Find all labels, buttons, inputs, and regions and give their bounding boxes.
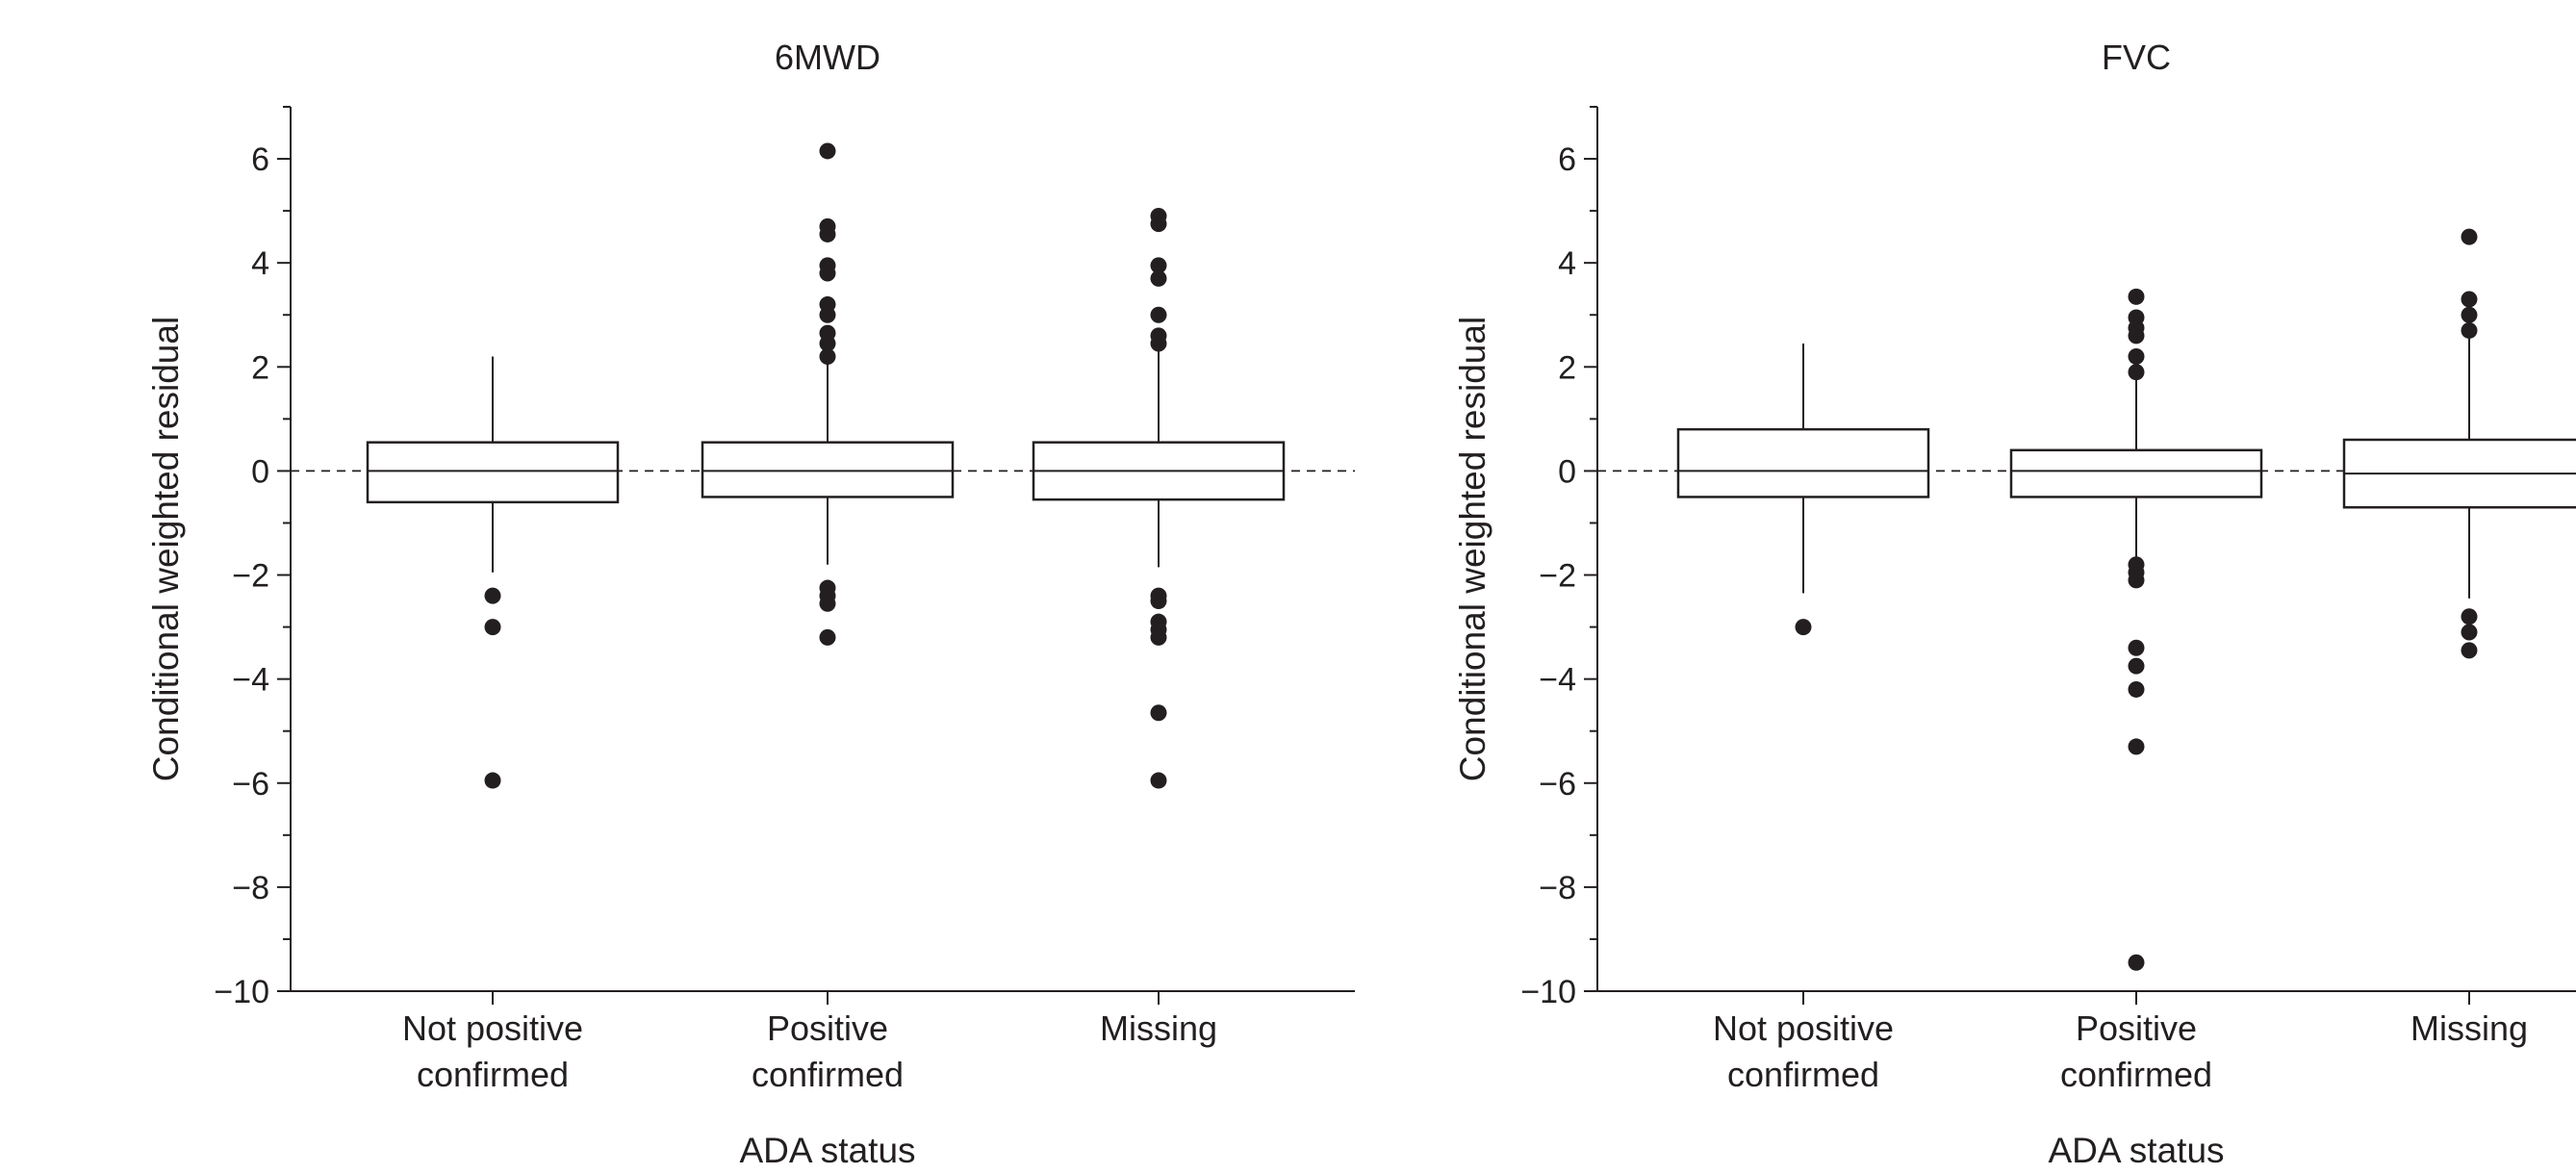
y-tick-label: 2	[251, 349, 269, 386]
outlier-point	[2128, 347, 2145, 365]
outlier-point	[819, 142, 836, 160]
y-tick-label: −6	[1539, 766, 1576, 803]
box-1	[366, 356, 620, 789]
x-category-label: Not positive	[402, 1008, 583, 1048]
outlier-point	[1150, 306, 1167, 323]
x-category-label: Missing	[2410, 1008, 2528, 1048]
outlier-point	[2461, 642, 2478, 659]
x-category-label: Not positive	[1713, 1008, 1894, 1048]
y-tick-label: −6	[232, 766, 269, 803]
y-axis-title: Conditional weighted residual	[1453, 317, 1492, 781]
y-tick-label: −10	[1520, 974, 1576, 1010]
y-tick-label: −2	[232, 558, 269, 595]
outlier-point	[2128, 572, 2145, 589]
outlier-point	[1150, 704, 1167, 722]
chart-title: FVC	[2102, 38, 2171, 77]
x-category-label: confirmed	[417, 1055, 569, 1094]
y-tick-label: 6	[1558, 141, 1576, 178]
y-tick-label: 6	[251, 141, 269, 178]
outlier-point	[2461, 321, 2478, 339]
x-category-label: confirmed	[752, 1055, 904, 1094]
interquartile-box	[2009, 448, 2263, 498]
outlier-point	[2461, 291, 2478, 308]
outlier-point	[1150, 335, 1167, 352]
outlier-point	[2461, 608, 2478, 625]
outlier-point	[2128, 327, 2145, 345]
y-tick-label: 0	[251, 453, 269, 490]
chart-title: 6MWD	[775, 38, 880, 77]
x-axis-title: ADA status	[739, 1131, 915, 1170]
outlier-point	[819, 225, 836, 242]
outlier-point	[819, 628, 836, 646]
x-category-label: confirmed	[2060, 1055, 2212, 1094]
outlier-point	[2128, 738, 2145, 755]
y-tick-label: −8	[232, 870, 269, 906]
y-tick-label: 0	[1558, 453, 1576, 490]
outlier-point	[1150, 216, 1167, 233]
y-tick-label: −2	[1539, 558, 1576, 595]
y-tick-label: −4	[1539, 662, 1576, 699]
outlier-point	[1795, 619, 1812, 636]
outlier-point	[2128, 288, 2145, 305]
box-1	[1676, 343, 1930, 636]
x-category-label: Positive	[2076, 1008, 2197, 1048]
interquartile-box	[701, 441, 955, 498]
outlier-point	[1150, 269, 1167, 287]
outlier-point	[2128, 954, 2145, 971]
box-3	[1032, 208, 1286, 789]
interquartile-box	[366, 441, 620, 504]
box-2	[2009, 288, 2263, 971]
outlier-point	[2128, 680, 2145, 698]
chart-panel-1: 6MWD 6 4 2 0 −2 −4 −6 −8 −10 Conditional weighted …	[146, 38, 1355, 1170]
outlier-point	[2461, 228, 2478, 245]
interquartile-box	[1676, 427, 1930, 498]
outlier-point	[819, 265, 836, 282]
y-tick-label: −8	[1539, 870, 1576, 906]
y-tick-label: −10	[214, 974, 269, 1010]
x-category-label: confirmed	[1727, 1055, 1879, 1094]
box-2	[701, 142, 955, 646]
y-tick-label: −4	[232, 662, 269, 699]
outlier-point	[819, 306, 836, 323]
x-category-label: Positive	[767, 1008, 888, 1048]
chart-panel-2: FVC 6 4 2 0 −2 −4 −6 −8 −10 Conditional weighted r…	[1453, 38, 2576, 1170]
outlier-point	[819, 335, 836, 352]
outlier-point	[2128, 657, 2145, 675]
y-tick-label: 2	[1558, 349, 1576, 386]
x-axis-title: ADA status	[2048, 1131, 2224, 1170]
y-tick-label: 4	[251, 245, 269, 282]
outlier-point	[2461, 306, 2478, 323]
outlier-point	[484, 619, 501, 636]
outlier-point	[819, 595, 836, 612]
y-tick-label: 4	[1558, 245, 1576, 282]
y-axis-title: Conditional weighted residual	[146, 317, 186, 781]
outlier-point	[484, 772, 501, 789]
outlier-point	[2461, 624, 2478, 641]
outlier-point	[1150, 628, 1167, 646]
box-3	[2342, 228, 2576, 659]
outlier-point	[484, 587, 501, 604]
outlier-point	[1150, 593, 1167, 610]
outlier-point	[2128, 364, 2145, 381]
outlier-point	[819, 347, 836, 365]
outlier-point	[1150, 772, 1167, 789]
x-category-label: Missing	[1100, 1008, 1217, 1048]
outlier-point	[2128, 639, 2145, 656]
outlier-point	[1150, 257, 1167, 274]
